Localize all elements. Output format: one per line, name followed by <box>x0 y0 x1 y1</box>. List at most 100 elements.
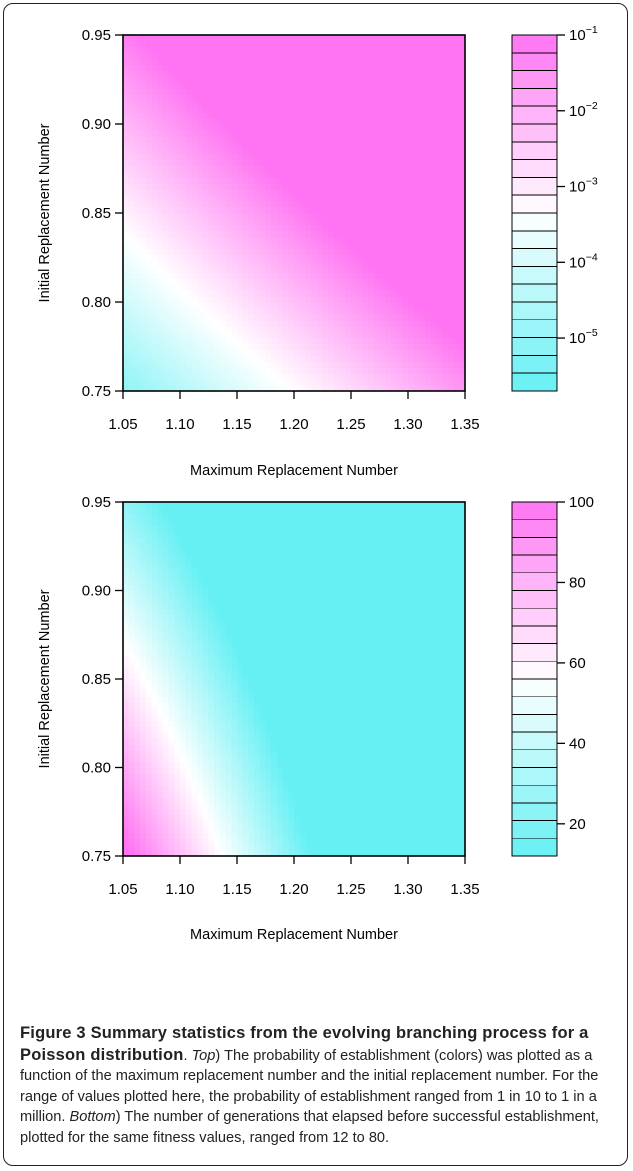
heatmap-cell <box>134 58 141 66</box>
heatmap-cell <box>157 254 164 262</box>
heatmap-cell <box>237 70 244 78</box>
heatmap-cell <box>259 284 267 291</box>
heatmap-cell <box>197 307 204 315</box>
heatmap-cell <box>231 702 238 710</box>
heatmap-cell <box>271 266 278 273</box>
heatmap-cell <box>265 296 272 303</box>
heatmap-cell <box>151 230 158 238</box>
heatmap-cell <box>294 201 301 208</box>
heatmap-cell <box>345 159 352 167</box>
heatmap-cell <box>219 779 227 786</box>
heatmap-cell <box>168 367 175 374</box>
heatmap-cell <box>299 272 306 279</box>
heatmap-cell <box>390 319 398 327</box>
heatmap-cell <box>185 52 192 60</box>
heatmap-cell <box>157 590 164 597</box>
heatmap-cell <box>373 70 381 78</box>
heatmap-cell <box>123 850 130 857</box>
heatmap-cell <box>151 767 158 774</box>
heatmap-cell <box>123 844 130 851</box>
heatmap-cell <box>299 58 306 66</box>
heatmap-cell <box>333 76 341 84</box>
heatmap-cell <box>379 118 386 125</box>
heatmap-cell <box>385 355 392 362</box>
heatmap-cell <box>208 70 215 78</box>
heatmap-cell <box>128 379 135 386</box>
heatmap-cell <box>174 802 181 810</box>
heatmap-cell <box>219 284 227 291</box>
heatmap-cell <box>214 773 221 780</box>
heatmap-cell <box>351 129 358 137</box>
heatmap-cell <box>185 82 192 89</box>
heatmap-cell <box>214 785 221 792</box>
heatmap-cell <box>140 307 147 315</box>
heatmap-cell <box>231 159 238 167</box>
heatmap-cell <box>225 779 232 786</box>
heatmap-cell <box>408 367 415 374</box>
heatmap-cell <box>242 708 249 715</box>
heatmap-cell <box>185 230 192 238</box>
heatmap-cell <box>453 171 460 178</box>
heatmap-cell <box>299 343 306 351</box>
heatmap-cell <box>151 64 158 72</box>
heatmap-cell <box>362 82 369 89</box>
colorbar-level <box>511 141 558 161</box>
heatmap-cell <box>390 302 398 309</box>
heatmap-cell <box>145 690 153 698</box>
heatmap-cell <box>123 814 130 822</box>
heatmap-cell <box>333 195 341 202</box>
heatmap-cell <box>294 319 301 327</box>
heatmap-cell <box>225 850 232 857</box>
heatmap-cell <box>140 296 147 303</box>
heatmap-cell <box>305 236 312 244</box>
heatmap-cell <box>373 112 381 119</box>
heatmap-cell <box>282 165 289 173</box>
heatmap-cell <box>299 218 306 226</box>
heatmap-cell <box>140 385 147 392</box>
heatmap-cell <box>185 35 192 42</box>
heatmap-cell <box>390 82 398 89</box>
heatmap-cell <box>288 165 295 173</box>
heatmap-cell <box>328 213 335 220</box>
heatmap-cell <box>168 566 175 574</box>
heatmap-cell <box>254 343 261 351</box>
heatmap-cell <box>242 625 249 633</box>
colorbar-tick-label: 10−2 <box>569 100 598 120</box>
heatmap-cell <box>134 596 141 603</box>
heatmap-cell <box>140 64 147 72</box>
heatmap-cell <box>413 165 420 173</box>
heatmap-cell <box>185 507 192 515</box>
heatmap-cell <box>157 236 164 244</box>
heatmap-cell <box>436 266 443 273</box>
heatmap-cell <box>174 749 181 757</box>
heatmap-cell <box>151 566 158 574</box>
heatmap-cell <box>419 254 426 262</box>
heatmap-cell <box>265 343 272 351</box>
heatmap-cell <box>237 195 244 202</box>
colorbar-level <box>511 176 558 196</box>
heatmap-cell <box>294 260 301 267</box>
heatmap-cell <box>390 290 398 297</box>
heatmap-cell <box>459 153 466 161</box>
heatmap-cell <box>356 349 363 356</box>
heatmap-cell <box>351 296 358 303</box>
heatmap-cell <box>379 100 386 107</box>
heatmap-cell <box>408 248 415 256</box>
heatmap-cell <box>237 726 244 733</box>
heatmap-cell <box>185 207 192 214</box>
heatmap-cell <box>294 248 301 256</box>
heatmap-cell <box>328 373 335 380</box>
heatmap-cell <box>259 141 267 149</box>
heatmap-cell <box>373 379 381 386</box>
colorbar-level <box>511 230 558 250</box>
heatmap-cell <box>214 519 221 527</box>
heatmap-cell <box>185 525 192 533</box>
heatmap-cell <box>202 331 210 339</box>
heatmap-cell <box>202 94 210 101</box>
heatmap-cell <box>128 832 135 839</box>
heatmap-cell <box>231 373 238 380</box>
heatmap-cell <box>185 661 192 668</box>
heatmap-cell <box>328 367 335 374</box>
heatmap-cell <box>265 367 272 374</box>
heatmap-cell <box>328 272 335 279</box>
